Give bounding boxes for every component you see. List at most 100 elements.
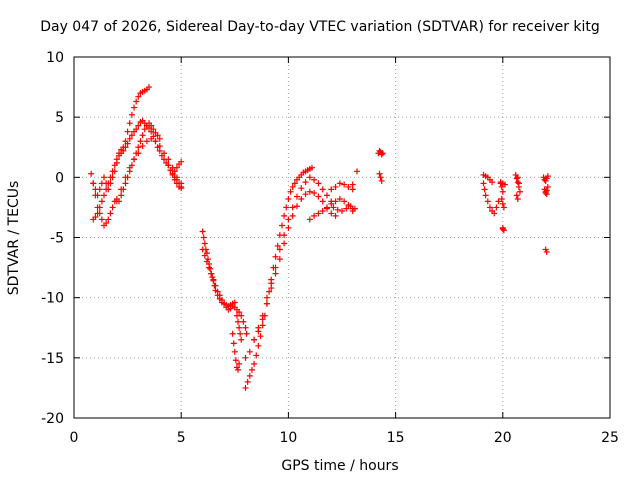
data-point [244, 378, 251, 385]
data-point [498, 183, 505, 190]
data-point [107, 180, 114, 187]
data-point [133, 126, 140, 133]
data-point [343, 205, 350, 212]
data-point [143, 138, 150, 145]
data-point [306, 216, 313, 223]
y-tick-label: -20 [41, 411, 64, 427]
data-point [178, 185, 185, 192]
data-points [88, 84, 551, 391]
series-mid-descent [199, 228, 250, 337]
data-point [332, 198, 339, 205]
data-point [165, 162, 172, 169]
data-point [88, 170, 95, 177]
data-point [298, 185, 305, 192]
data-point [152, 138, 159, 145]
data-point [341, 181, 348, 188]
series-early-tail [165, 158, 185, 192]
data-point [113, 198, 120, 205]
series-isolated-13 [349, 168, 361, 215]
data-point [281, 240, 288, 247]
data-point [263, 300, 270, 307]
data-point [148, 122, 155, 129]
data-point [493, 204, 500, 211]
series-cluster-19a [480, 180, 502, 217]
axis-ticks: 0 5 10 15 20 25 -20 -15 -10 -5 0 5 10 [41, 50, 619, 446]
data-point [263, 294, 270, 301]
data-point [495, 198, 502, 205]
data-point [124, 128, 131, 135]
data-point [319, 186, 326, 193]
data-point [281, 212, 288, 219]
data-point [131, 104, 138, 111]
series-late-band-a [328, 180, 356, 193]
data-point [126, 164, 133, 171]
data-point [139, 132, 146, 139]
data-point [298, 195, 305, 202]
data-point [500, 204, 507, 211]
data-point [156, 143, 163, 150]
data-point [482, 192, 489, 199]
data-point [513, 192, 520, 199]
data-point [311, 176, 318, 183]
data-point [231, 299, 238, 306]
data-point [500, 227, 507, 234]
data-point [92, 214, 99, 221]
data-point [176, 161, 183, 168]
data-point [210, 276, 217, 283]
y-tick-label: -15 [41, 351, 64, 367]
data-point [255, 328, 262, 335]
data-point [289, 212, 296, 219]
data-point [328, 186, 335, 193]
data-point [141, 126, 148, 133]
data-point [113, 159, 120, 166]
data-point [514, 195, 521, 202]
data-point [341, 198, 348, 205]
data-point [233, 312, 240, 319]
data-point [319, 208, 326, 215]
data-point [236, 309, 243, 316]
data-point [306, 188, 313, 195]
data-point [105, 186, 112, 193]
data-point [94, 204, 101, 211]
data-point [285, 224, 292, 231]
data-point [311, 189, 318, 196]
data-point [332, 183, 339, 190]
data-point [379, 150, 386, 157]
data-point [199, 246, 206, 253]
data-point [146, 84, 153, 91]
data-point [135, 122, 142, 129]
data-point [276, 256, 283, 263]
data-point [328, 200, 335, 207]
data-point [208, 270, 215, 277]
data-point [515, 180, 522, 187]
data-point [319, 198, 326, 205]
data-point [272, 264, 279, 271]
data-point [165, 156, 172, 163]
data-point [315, 180, 322, 187]
data-point [516, 188, 523, 195]
data-point [229, 330, 236, 337]
data-point [281, 232, 288, 239]
series-cluster-19b [480, 171, 496, 186]
y-tick-label: -5 [50, 231, 64, 247]
data-point [248, 366, 255, 373]
data-point [334, 206, 341, 213]
data-point [128, 111, 135, 118]
data-point [171, 176, 178, 183]
data-point [237, 330, 244, 337]
data-point [287, 188, 294, 195]
data-point [171, 168, 178, 175]
data-point [354, 168, 361, 175]
data-point [293, 203, 300, 210]
x-tick-label: 5 [177, 430, 186, 446]
data-point [131, 156, 138, 163]
series-early-arc-d [113, 135, 185, 205]
series-cluster-14 [375, 147, 386, 184]
series-cluster-20b [497, 179, 508, 188]
data-point [257, 333, 264, 340]
data-point [285, 216, 292, 223]
series-early-arc-b [90, 117, 185, 199]
data-point [229, 303, 236, 310]
data-point [259, 322, 266, 329]
data-point [330, 204, 337, 211]
